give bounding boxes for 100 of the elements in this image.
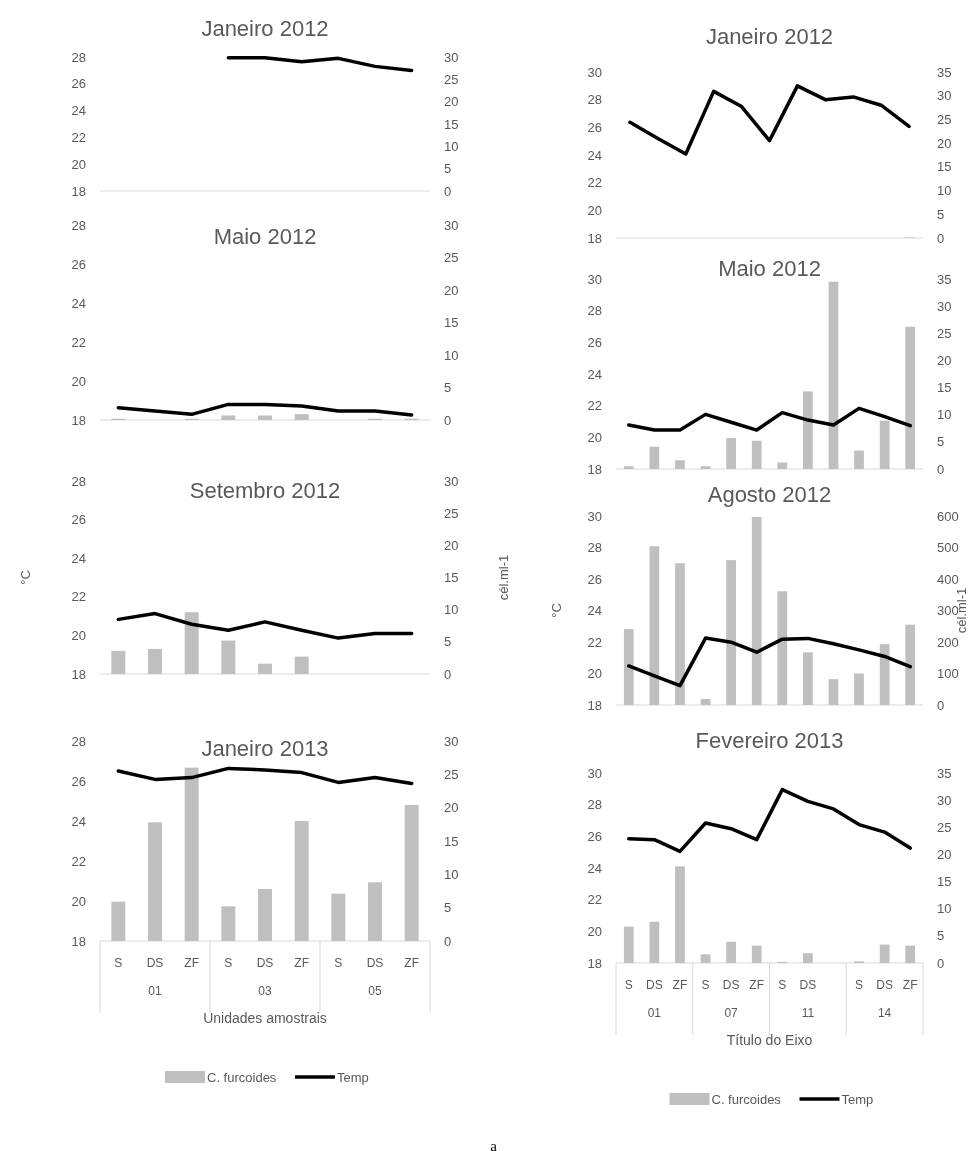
bar <box>751 945 762 963</box>
text: 03 <box>258 984 272 999</box>
y2-tick-label: 10 <box>444 602 459 618</box>
bar <box>675 866 685 963</box>
y2-tick-label: 35 <box>937 271 952 287</box>
chart-title: Agosto 2012 <box>707 482 832 507</box>
y-tick-label: 26 <box>587 828 602 844</box>
y2-tick-label: 15 <box>444 833 459 849</box>
y2-tick-label: 30 <box>937 298 952 314</box>
bar <box>675 563 685 705</box>
y-tick-label: 28 <box>587 540 602 556</box>
bar <box>221 640 236 674</box>
x-tick-label: ZF <box>404 956 419 971</box>
y2-tick-label: 15 <box>444 570 459 586</box>
y2-tick-label: 25 <box>937 325 952 341</box>
x-tick-label: ZF <box>672 978 688 993</box>
y2-tick-label: 200 <box>937 634 959 650</box>
bar <box>726 438 736 469</box>
y-tick-label: 26 <box>587 119 602 135</box>
x-axis-title: Unidades amostrais <box>203 1010 327 1026</box>
text: 01 <box>647 1006 662 1021</box>
y2-tick-label: 25 <box>444 766 459 782</box>
y-axis-title: °C <box>549 603 564 618</box>
y-axis-title: °C <box>18 570 33 585</box>
y2-tick-label: 20 <box>444 282 459 298</box>
y2-tick-label: 5 <box>937 206 945 222</box>
y-tick-label: 30 <box>587 765 602 781</box>
bar <box>675 460 685 469</box>
y2-tick-label: 35 <box>937 765 952 781</box>
x-tick-label: S <box>624 978 633 993</box>
y-tick-label: 28 <box>587 92 602 108</box>
bar <box>258 889 272 941</box>
chart-title: Janeiro 2013 <box>201 736 329 761</box>
bar <box>148 648 162 674</box>
line-series <box>627 636 912 688</box>
bar <box>700 466 711 469</box>
text: 14 <box>877 1006 892 1021</box>
y-tick-label: 22 <box>71 853 86 869</box>
y-tick-label: 30 <box>587 508 602 524</box>
bar <box>905 945 916 963</box>
x-tick-label: DS <box>366 956 384 971</box>
y-tick-label: 24 <box>587 860 602 876</box>
y-tick-label: 22 <box>587 175 602 191</box>
y2-tick-label: 15 <box>937 874 952 890</box>
legend-label: C. furcoides <box>711 1091 782 1107</box>
line-series <box>627 406 912 432</box>
bar <box>649 446 660 469</box>
chart-title: Maio 2012 <box>213 224 317 249</box>
bar <box>111 901 126 941</box>
x-tick-label: DS <box>722 978 740 993</box>
line-series <box>628 84 911 156</box>
y-tick-label: 20 <box>71 893 86 909</box>
y-tick-label: 18 <box>587 461 602 477</box>
y-tick-label: 18 <box>71 412 86 428</box>
line-series <box>116 611 414 640</box>
y-tick-label: 28 <box>71 217 86 233</box>
bar <box>258 663 272 674</box>
bar <box>294 821 309 941</box>
y2-tick-label: 5 <box>937 928 945 944</box>
y2-tick-label: 0 <box>937 955 945 971</box>
y-tick-label: 26 <box>71 512 86 528</box>
y-tick-label: 18 <box>71 933 86 949</box>
y-tick-label: 22 <box>587 398 602 414</box>
y2-tick-label: 25 <box>444 250 459 266</box>
y2-tick-label: 15 <box>937 159 952 175</box>
y-tick-label: 24 <box>587 603 602 619</box>
text: 07 <box>724 1006 739 1021</box>
legend-label: Temp <box>841 1091 874 1107</box>
y-tick-label: 20 <box>71 373 86 389</box>
bar <box>726 560 736 705</box>
y-tick-label: 20 <box>71 627 86 643</box>
y2-tick-label: 30 <box>444 49 459 65</box>
bar <box>649 546 660 705</box>
x-tick-label: S <box>224 956 233 971</box>
y-tick-label: 26 <box>71 256 86 272</box>
x-tick-label: ZF <box>902 978 918 993</box>
bar <box>221 906 236 941</box>
y2-tick-label: 15 <box>937 380 952 396</box>
bar <box>879 420 890 469</box>
bar <box>879 944 890 963</box>
y-tick-label: 24 <box>71 550 86 566</box>
x-tick-label: DS <box>876 978 893 993</box>
y-tick-label: 18 <box>71 666 86 682</box>
y2-tick-label: 25 <box>444 71 459 87</box>
x-tick-label: S <box>334 956 343 971</box>
y2-tick-label: 30 <box>937 792 952 808</box>
y-tick-label: 18 <box>587 955 602 971</box>
y2-tick-label: 10 <box>937 901 952 917</box>
y2-tick-label: 30 <box>444 733 459 749</box>
line-series <box>226 55 414 73</box>
y-tick-label: 28 <box>71 49 86 65</box>
legend-label: C. furcoides <box>207 1069 277 1085</box>
y2-tick-label: 25 <box>937 819 952 835</box>
y-tick-label: 24 <box>587 366 602 382</box>
x-tick-label: DS <box>256 956 274 971</box>
y-tick-label: 22 <box>587 634 602 650</box>
y-tick-label: 22 <box>71 589 86 605</box>
bar <box>404 805 419 941</box>
y-tick-label: 22 <box>71 334 86 350</box>
y2-tick-label: 10 <box>937 407 952 423</box>
